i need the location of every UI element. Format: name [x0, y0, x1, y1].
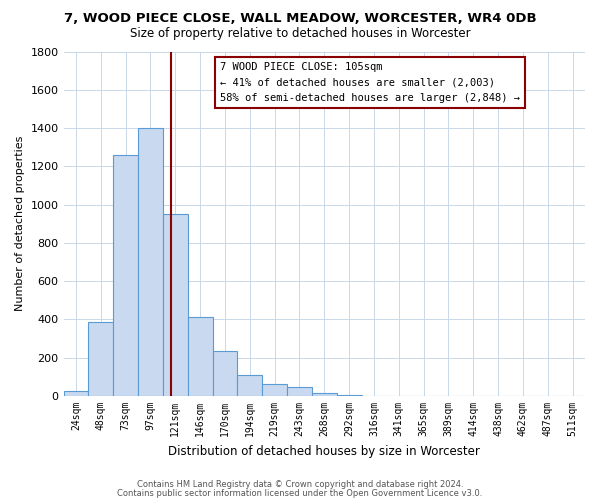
Text: Contains public sector information licensed under the Open Government Licence v3: Contains public sector information licen…: [118, 488, 482, 498]
Bar: [312, 393, 337, 396]
Text: Contains HM Land Registry data © Crown copyright and database right 2024.: Contains HM Land Registry data © Crown c…: [137, 480, 463, 489]
Bar: [138, 128, 163, 396]
Bar: [262, 384, 287, 396]
Text: 7 WOOD PIECE CLOSE: 105sqm
← 41% of detached houses are smaller (2,003)
58% of s: 7 WOOD PIECE CLOSE: 105sqm ← 41% of deta…: [220, 62, 520, 103]
X-axis label: Distribution of detached houses by size in Worcester: Distribution of detached houses by size …: [169, 444, 480, 458]
Bar: [163, 214, 188, 396]
Bar: [337, 395, 362, 396]
Bar: [212, 351, 238, 396]
Bar: [64, 392, 88, 396]
Y-axis label: Number of detached properties: Number of detached properties: [15, 136, 25, 312]
Bar: [188, 316, 212, 396]
Text: Size of property relative to detached houses in Worcester: Size of property relative to detached ho…: [130, 28, 470, 40]
Bar: [287, 387, 312, 396]
Bar: [88, 322, 113, 396]
Bar: [238, 375, 262, 396]
Text: 7, WOOD PIECE CLOSE, WALL MEADOW, WORCESTER, WR4 0DB: 7, WOOD PIECE CLOSE, WALL MEADOW, WORCES…: [64, 12, 536, 26]
Bar: [113, 155, 138, 396]
